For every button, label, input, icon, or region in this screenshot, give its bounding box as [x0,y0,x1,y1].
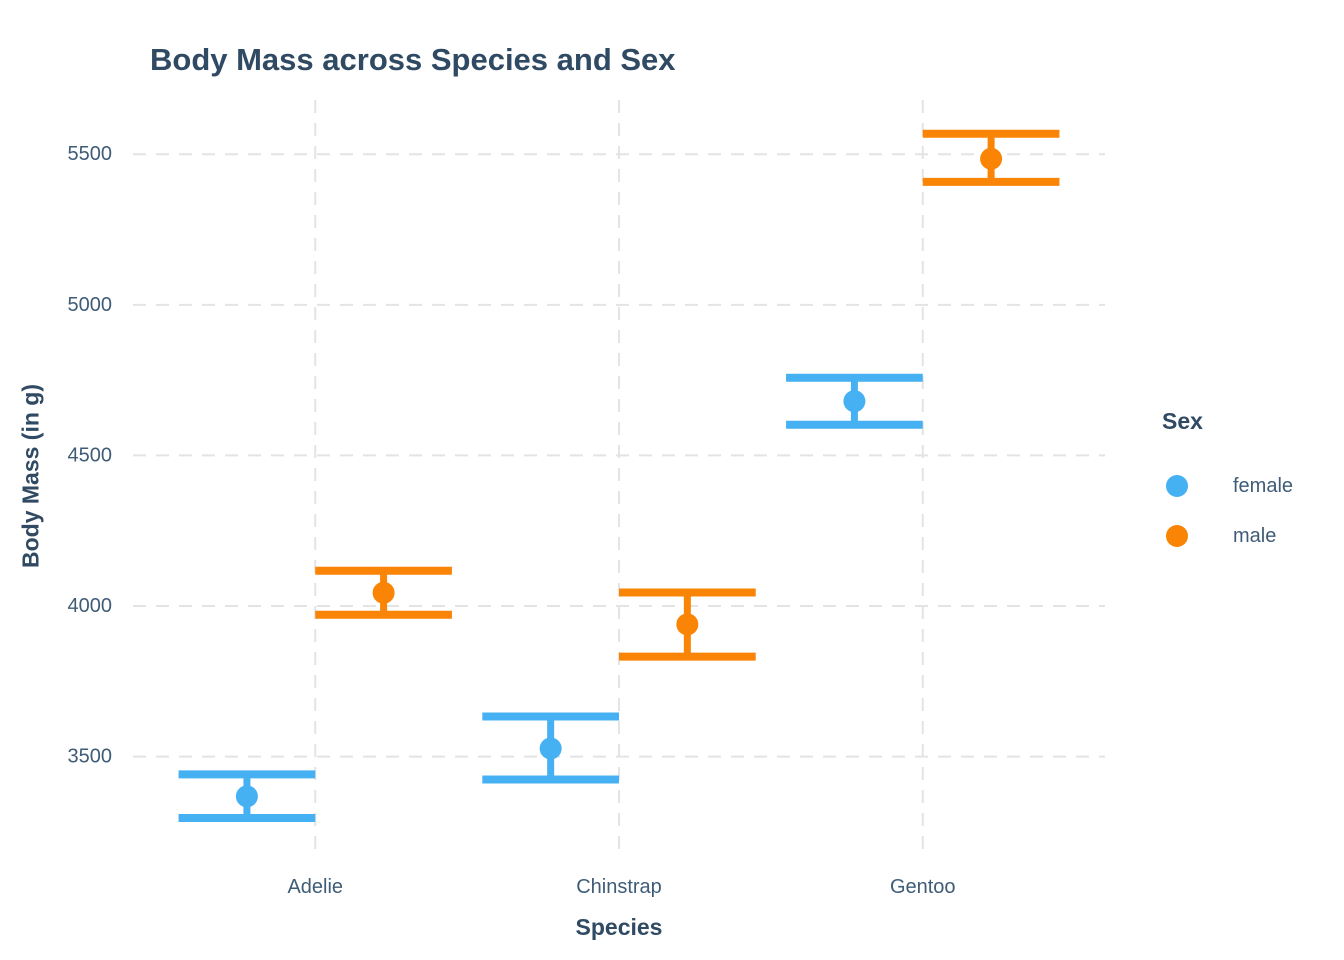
chart-title: Body Mass across Species and Sex [150,42,676,77]
x-tick-label-chinstrap: Chinstrap [576,876,662,898]
mean-point-female-gentoo [843,390,866,413]
y-tick-label-5000: 5000 [68,294,113,316]
mean-point-male-gentoo [980,147,1003,170]
legend-title: Sex [1162,408,1203,434]
y-axis-title: Body Mass (in g) [17,383,44,569]
y-tick-label-4500: 4500 [68,444,113,466]
x-tick-label-gentoo: Gentoo [890,876,956,898]
y-tick-label-5500: 5500 [68,143,113,165]
legend-label-female: female [1233,474,1294,497]
x-axis-title: Species [575,914,663,940]
mean-point-male-chinstrap [676,613,699,636]
y-tick-label-3500: 3500 [68,746,113,768]
legend-swatch-female-icon [1166,475,1188,497]
legend-label-male: male [1233,524,1277,547]
legend-item-female: female [1160,461,1344,511]
mean-point-male-adelie [372,581,395,604]
legend-swatch-male-icon [1166,525,1188,547]
x-tick-label-adelie: Adelie [287,876,343,898]
legend-item-male: male [1160,511,1344,561]
y-tick-label-4000: 4000 [68,595,113,617]
mean-point-female-adelie [235,785,258,808]
mean-point-female-chinstrap [539,737,562,760]
legend: Sex female male [1160,408,1344,561]
